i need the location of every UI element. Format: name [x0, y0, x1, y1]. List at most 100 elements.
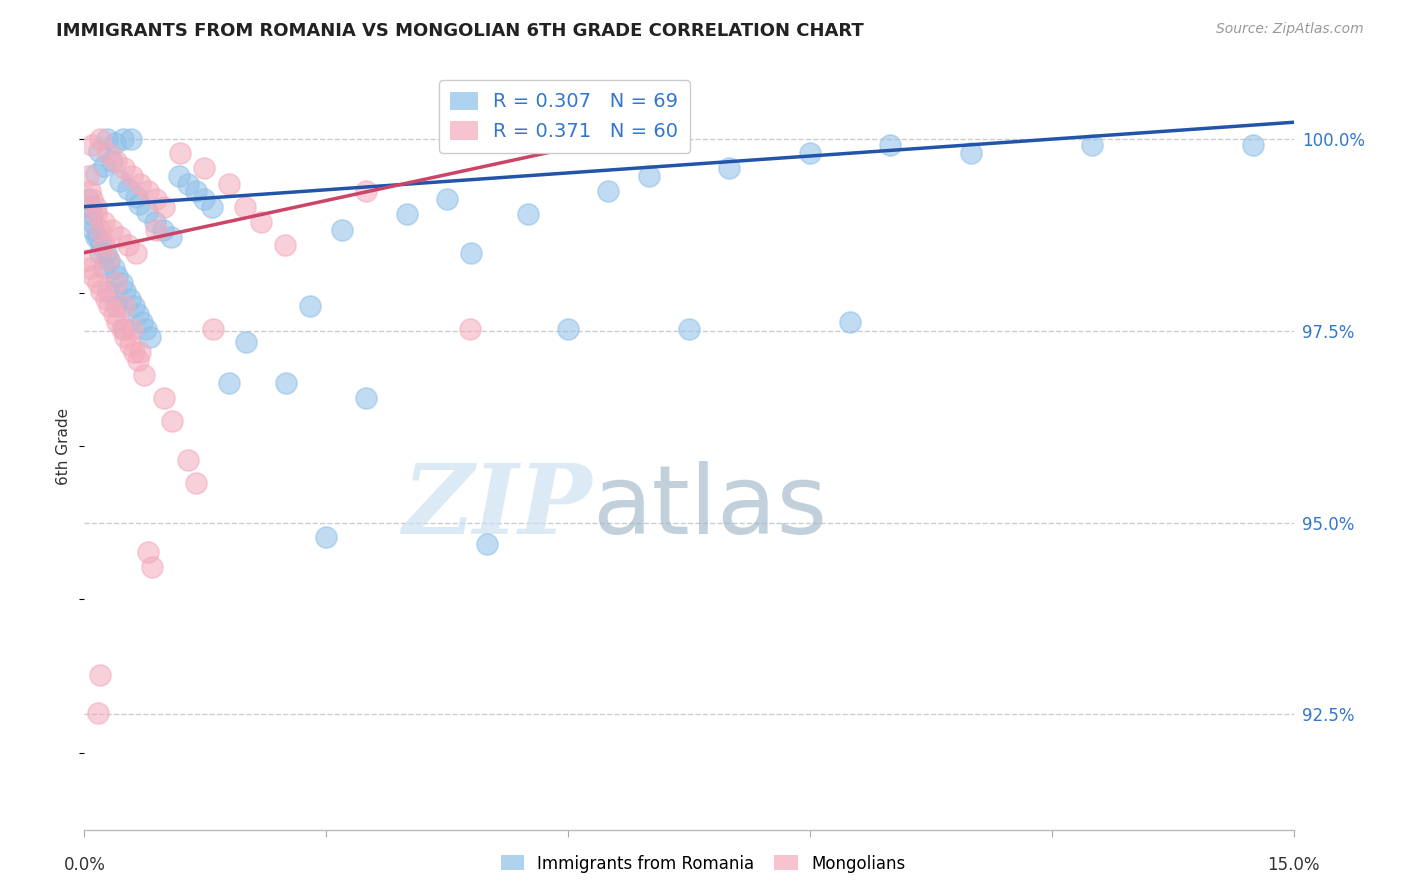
Point	[111, 322, 134, 336]
Point	[143, 215, 166, 229]
Point	[169, 169, 191, 183]
Point	[1081, 138, 1104, 153]
Point	[136, 184, 159, 198]
Point	[90, 238, 112, 252]
Point	[107, 315, 129, 329]
Point	[89, 132, 111, 146]
Point	[96, 132, 118, 146]
Point	[97, 253, 120, 268]
Point	[131, 315, 153, 329]
Point	[104, 153, 127, 168]
Point	[104, 299, 127, 313]
Text: ZIP: ZIP	[402, 460, 592, 554]
Point	[129, 345, 152, 359]
Point	[153, 392, 176, 406]
Point	[557, 322, 579, 336]
Point	[235, 335, 257, 350]
Point	[356, 392, 378, 406]
Legend: Immigrants from Romania, Mongolians: Immigrants from Romania, Mongolians	[494, 848, 912, 880]
Point	[839, 315, 862, 329]
Point	[89, 667, 111, 681]
Point	[104, 136, 127, 150]
Point	[184, 184, 207, 198]
Point	[315, 529, 337, 543]
Point	[218, 376, 240, 390]
Point	[98, 253, 121, 268]
Point	[108, 174, 131, 188]
Point	[460, 322, 482, 336]
Point	[103, 307, 125, 321]
Point	[98, 299, 121, 313]
Point	[193, 192, 215, 206]
Point	[132, 368, 155, 383]
Text: 0.0%: 0.0%	[63, 856, 105, 874]
Point	[84, 207, 107, 221]
Point	[93, 260, 115, 275]
Point	[93, 238, 115, 252]
Point	[87, 277, 110, 291]
Point	[330, 222, 353, 236]
Point	[125, 245, 148, 260]
Point	[87, 706, 110, 720]
Point	[169, 145, 191, 160]
Point	[136, 205, 159, 219]
Y-axis label: 6th Grade: 6th Grade	[56, 408, 72, 484]
Point	[201, 200, 224, 214]
Point	[122, 299, 145, 313]
Point	[152, 222, 174, 236]
Point	[111, 277, 134, 291]
Point	[678, 322, 700, 336]
Point	[84, 167, 107, 181]
Point	[90, 284, 112, 298]
Point	[127, 353, 149, 368]
Point	[89, 222, 111, 236]
Point	[87, 144, 110, 158]
Point	[145, 192, 167, 206]
Point	[82, 215, 104, 229]
Point	[112, 132, 135, 146]
Point	[120, 132, 142, 146]
Point	[97, 145, 120, 160]
Point	[89, 245, 111, 260]
Point	[141, 560, 163, 574]
Point	[460, 245, 482, 260]
Point	[516, 207, 538, 221]
Point	[80, 207, 103, 221]
Point	[93, 159, 115, 173]
Point	[104, 277, 127, 291]
Point	[80, 138, 103, 153]
Point	[112, 299, 135, 313]
Point	[76, 253, 98, 268]
Point	[799, 145, 821, 160]
Point	[120, 292, 142, 306]
Point	[233, 200, 256, 214]
Point	[121, 322, 143, 336]
Point	[637, 169, 659, 183]
Point	[84, 230, 107, 244]
Point	[186, 475, 208, 490]
Text: Source: ZipAtlas.com: Source: ZipAtlas.com	[1216, 22, 1364, 37]
Point	[177, 452, 200, 467]
Point	[274, 376, 297, 390]
Point	[76, 169, 98, 183]
Point	[121, 169, 143, 183]
Point	[97, 284, 120, 298]
Point	[80, 192, 103, 206]
Point	[79, 184, 101, 198]
Point	[94, 245, 117, 260]
Point	[114, 284, 136, 298]
Point	[153, 200, 176, 214]
Point	[93, 215, 115, 229]
Point	[718, 161, 741, 176]
Point	[79, 200, 101, 214]
Point	[100, 153, 122, 168]
Point	[436, 192, 458, 206]
Point	[160, 230, 183, 244]
Point	[1241, 138, 1264, 153]
Point	[218, 177, 240, 191]
Point	[598, 184, 620, 198]
Point	[201, 322, 224, 336]
Point	[138, 330, 160, 344]
Text: atlas: atlas	[592, 461, 827, 554]
Point	[79, 260, 101, 275]
